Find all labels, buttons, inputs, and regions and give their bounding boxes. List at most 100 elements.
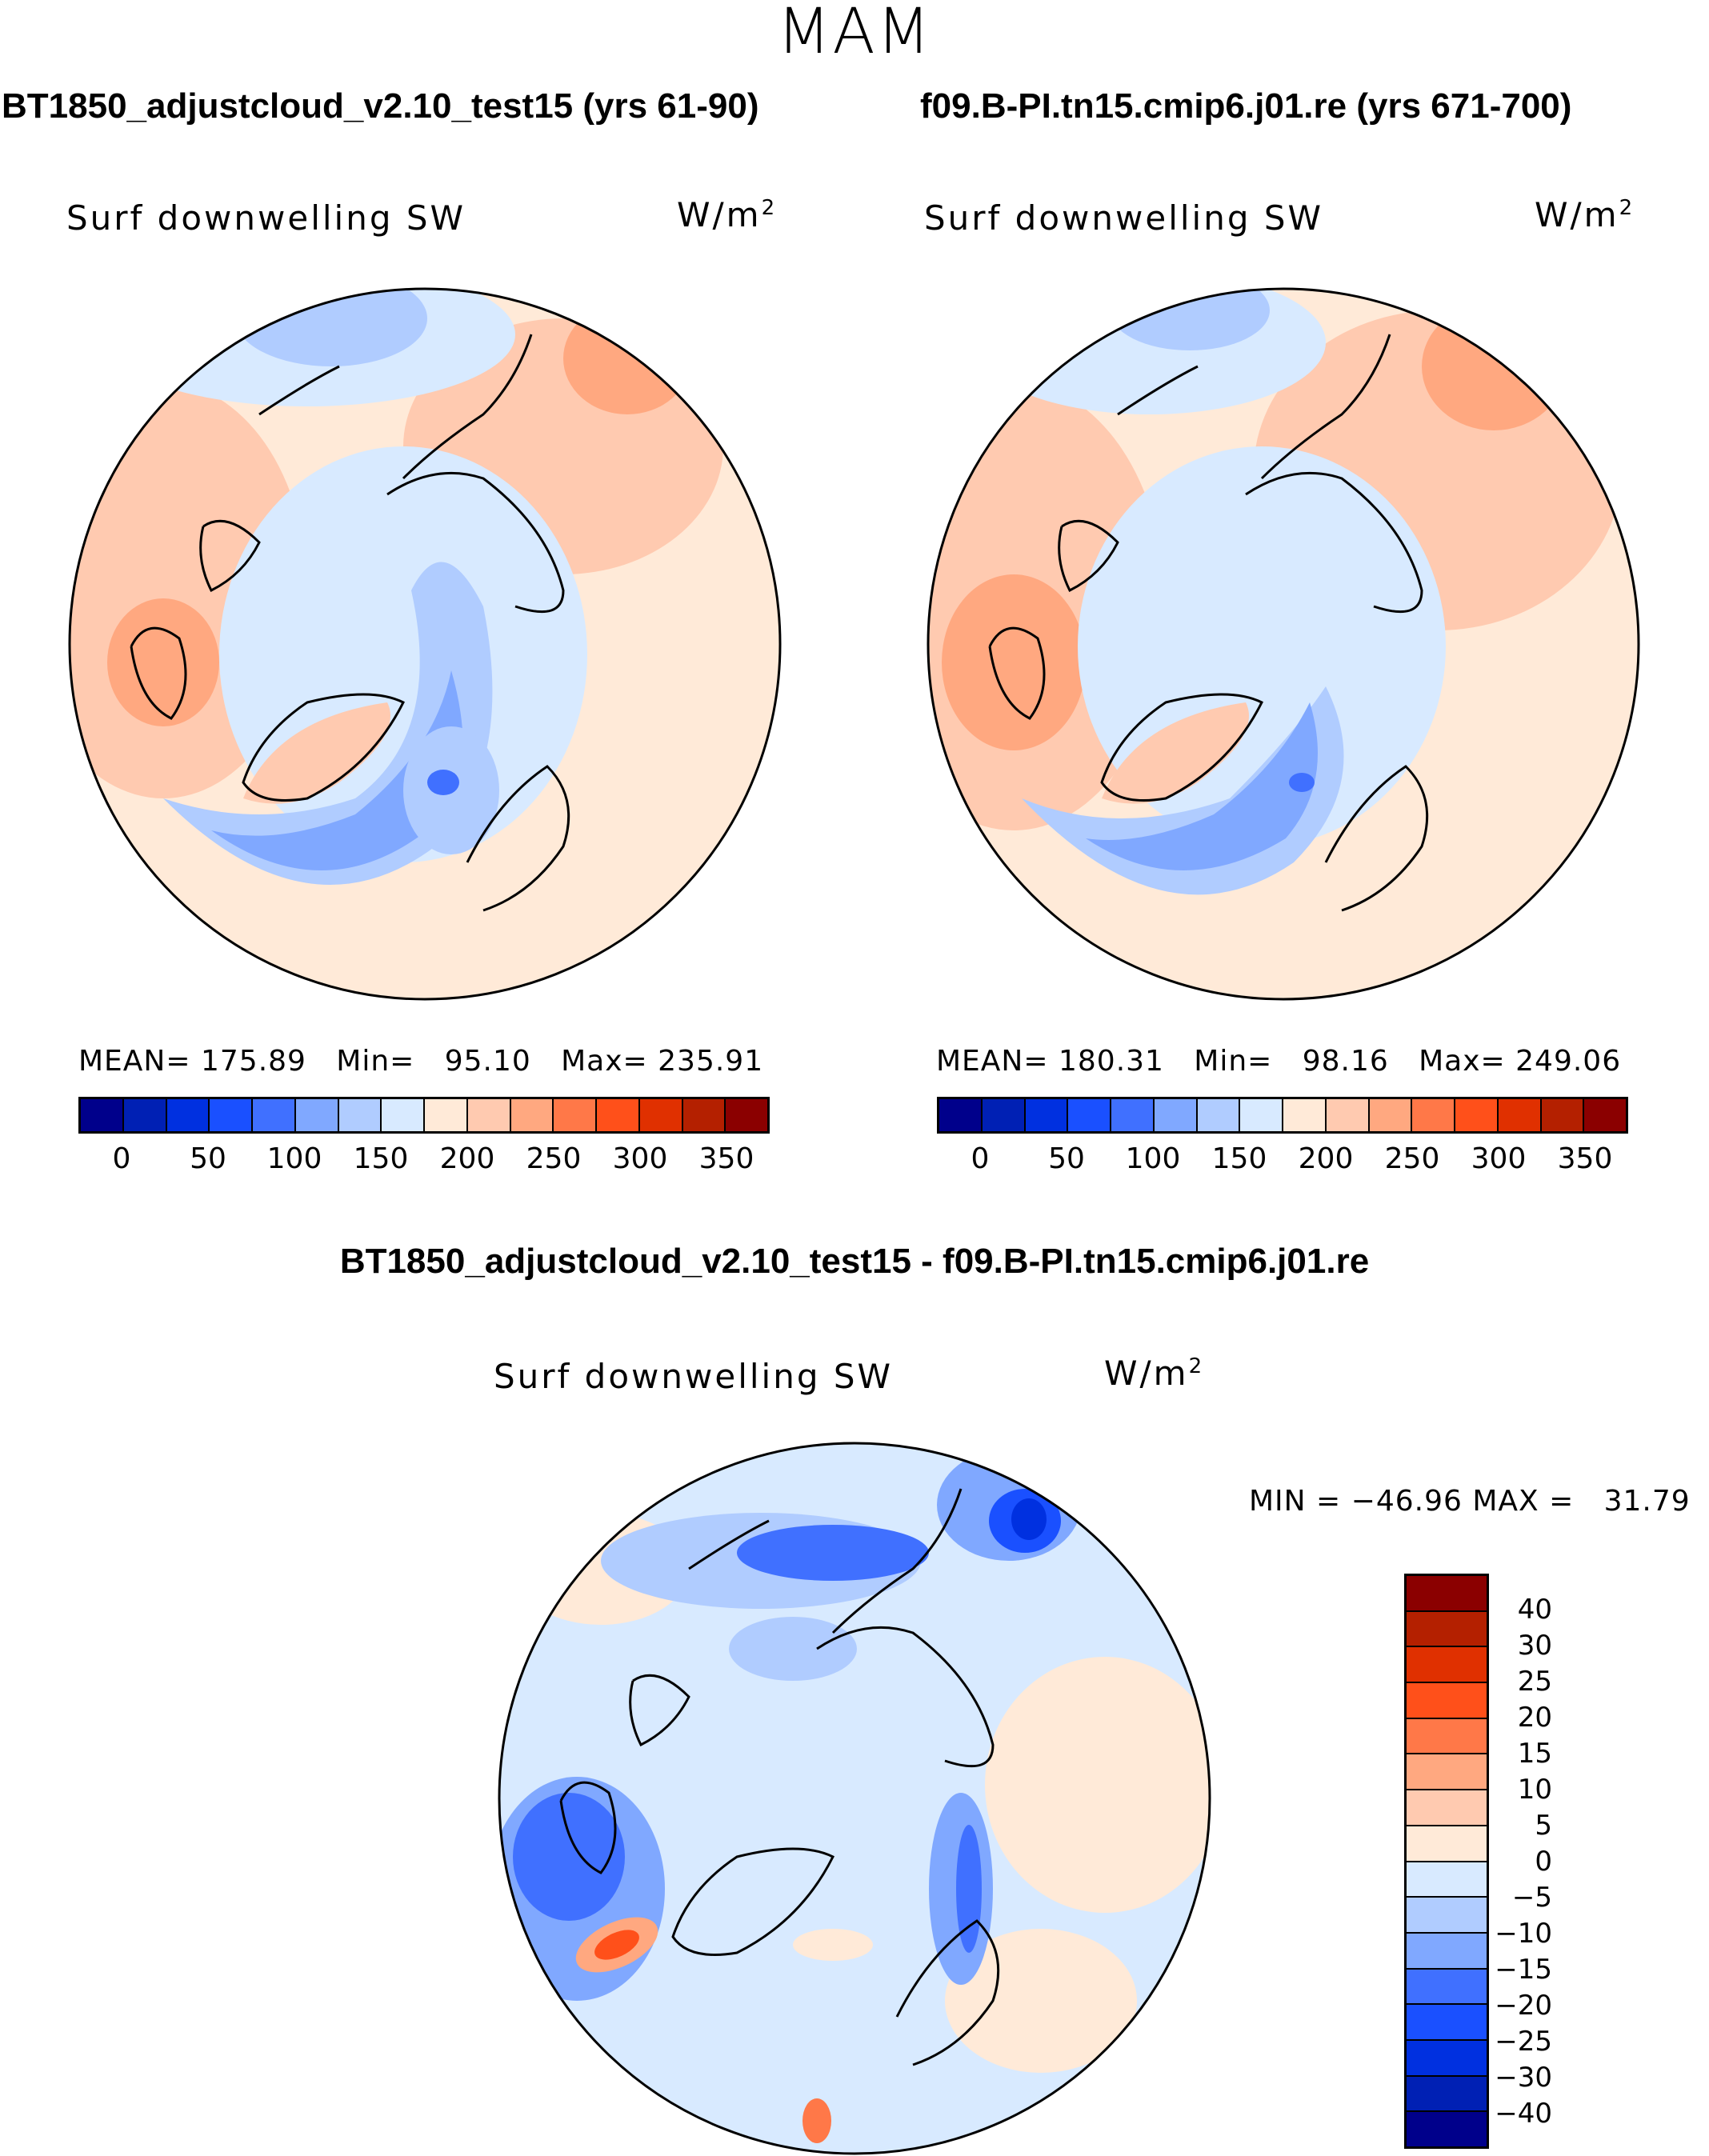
diff-colorbar-labels: 40 30 25 20 15 10 5 0 −5 −10 −15 −20 −25 −30 −40 — [1495, 1574, 1552, 2150]
max-label: Max= — [561, 1045, 648, 1078]
left-case-title: BT1850_adjustcloud_v2.10_test15 (yrs 61-… — [2, 86, 759, 126]
min-label: Min= — [336, 1045, 415, 1078]
colorbar-box — [1154, 1099, 1198, 1131]
colorbar-box — [253, 1099, 296, 1131]
colorbar-tick-label: 200 — [1298, 1142, 1354, 1175]
colorbar-tick-label: 0 — [1535, 1846, 1552, 1878]
colorbar-box — [425, 1099, 468, 1131]
min-value: 98.16 — [1302, 1045, 1389, 1078]
colorbar-box — [1407, 1647, 1487, 1684]
left-colorbar-labels: 0 50 100 150 200 250 300 350 — [78, 1142, 770, 1178]
map-border — [927, 287, 1640, 1001]
colorbar-tick-label: 150 — [1211, 1142, 1267, 1175]
colorbar-box — [1407, 1576, 1487, 1612]
colorbar-tick-label: 300 — [612, 1142, 668, 1175]
colorbar-box — [1498, 1099, 1542, 1131]
colorbar-box — [1407, 2076, 1487, 2113]
colorbar-box — [982, 1099, 1026, 1131]
colorbar-tick-label: 350 — [698, 1142, 754, 1175]
right-colorbar — [937, 1097, 1628, 1134]
colorbar-box — [726, 1099, 767, 1131]
colorbar-box — [295, 1099, 339, 1131]
colorbar-box — [1326, 1099, 1370, 1131]
colorbar-box — [338, 1099, 382, 1131]
diff-title: BT1850_adjustcloud_v2.10_test15 - f09.B-… — [339, 1242, 1370, 1281]
colorbar-tick-label: 0 — [971, 1142, 990, 1175]
right-colorbar-labels: 0 50 100 150 200 250 300 350 — [937, 1142, 1628, 1178]
right-variable-label: Surf downwelling SW — [924, 198, 1324, 238]
colorbar-box — [1584, 1099, 1626, 1131]
colorbar-box — [467, 1099, 511, 1131]
colorbar-box — [939, 1099, 983, 1131]
colorbar-box — [1283, 1099, 1327, 1131]
colorbar-tick-label: −15 — [1495, 1954, 1552, 1986]
diff-variable-label: Surf downwelling SW — [494, 1357, 894, 1396]
colorbar-tick-label: 200 — [439, 1142, 495, 1175]
colorbar-box — [639, 1099, 683, 1131]
diff-unit-label: W/m2 — [1104, 1354, 1204, 1393]
colorbar-tick-label: 250 — [1384, 1142, 1440, 1175]
left-colorbar — [78, 1097, 770, 1134]
colorbar-box — [1407, 1826, 1487, 1862]
map-border — [68, 287, 782, 1001]
colorbar-box — [1407, 1611, 1487, 1648]
mean-value: 175.89 — [200, 1045, 306, 1078]
right-stats: MEAN= 180.31 Min= 98.16 Max= 249.06 — [936, 1045, 1621, 1078]
colorbar-box — [597, 1099, 640, 1131]
unit-text: W/m — [1535, 195, 1619, 234]
left-variable-label: Surf downwelling SW — [66, 198, 466, 238]
colorbar-box — [1407, 1790, 1487, 1826]
diff-colorbar — [1404, 1574, 1489, 2149]
max-value: 249.06 — [1515, 1045, 1622, 1078]
min-label: Min= — [1194, 1045, 1273, 1078]
right-polar-map — [927, 287, 1640, 1001]
colorbar-tick-label: −40 — [1495, 2098, 1552, 2130]
colorbar-tick-label: −25 — [1495, 2026, 1552, 2058]
unit-exponent: 2 — [761, 196, 778, 220]
colorbar-box — [1407, 2040, 1487, 2077]
colorbar-tick-label: 100 — [266, 1142, 322, 1175]
colorbar-box — [382, 1099, 425, 1131]
colorbar-tick-label: −5 — [1511, 1882, 1552, 1914]
colorbar-tick-label: 300 — [1471, 1142, 1527, 1175]
colorbar-tick-label: 15 — [1517, 1738, 1552, 1770]
left-stats: MEAN= 175.89 Min= 95.10 Max= 235.91 — [78, 1045, 763, 1078]
unit-text: W/m — [677, 195, 762, 234]
colorbar-tick-label: 150 — [353, 1142, 409, 1175]
colorbar-box — [1407, 2005, 1487, 2041]
colorbar-tick-label: 30 — [1517, 1630, 1552, 1662]
colorbar-box — [1407, 1933, 1487, 1970]
colorbar-tick-label: −30 — [1495, 2062, 1552, 2094]
colorbar-box — [510, 1099, 554, 1131]
colorbar-box — [1407, 1718, 1487, 1755]
colorbar-tick-label: 50 — [190, 1142, 226, 1175]
right-case-title: f09.B-PI.tn15.cmip6.j01.re (yrs 671-700) — [920, 86, 1572, 126]
colorbar-box — [1111, 1099, 1155, 1131]
colorbar-tick-label: 50 — [1048, 1142, 1085, 1175]
colorbar-tick-label: −10 — [1495, 1918, 1552, 1950]
colorbar-box — [1407, 1754, 1487, 1791]
colorbar-box — [166, 1099, 210, 1131]
coastlines — [559, 1488, 1000, 2066]
colorbar-tick-label: 20 — [1517, 1702, 1552, 1734]
colorbar-box — [554, 1099, 597, 1131]
left-unit-label: W/m2 — [677, 195, 777, 234]
colorbar-box — [1407, 2112, 1487, 2146]
mean-label: MEAN= — [78, 1045, 191, 1078]
diff-minmax: MIN = −46.96 MAX = 31.79 — [1249, 1485, 1691, 1518]
unit-exponent: 2 — [1188, 1354, 1205, 1378]
coastlines — [988, 334, 1429, 912]
colorbar-box — [1407, 1969, 1487, 2006]
unit-text: W/m — [1104, 1354, 1189, 1393]
diff-polar-map — [498, 1442, 1211, 2155]
colorbar-box — [1407, 1862, 1487, 1898]
colorbar-tick-label: −20 — [1495, 1990, 1552, 2022]
colorbar-box — [210, 1099, 253, 1131]
colorbar-box — [1025, 1099, 1069, 1131]
left-polar-map — [68, 287, 782, 1001]
colorbar-tick-label: 25 — [1517, 1666, 1552, 1698]
colorbar-box — [1369, 1099, 1413, 1131]
colorbar-box — [1541, 1099, 1585, 1131]
colorbar-box — [1407, 1683, 1487, 1719]
min-value: 95.10 — [444, 1045, 531, 1078]
